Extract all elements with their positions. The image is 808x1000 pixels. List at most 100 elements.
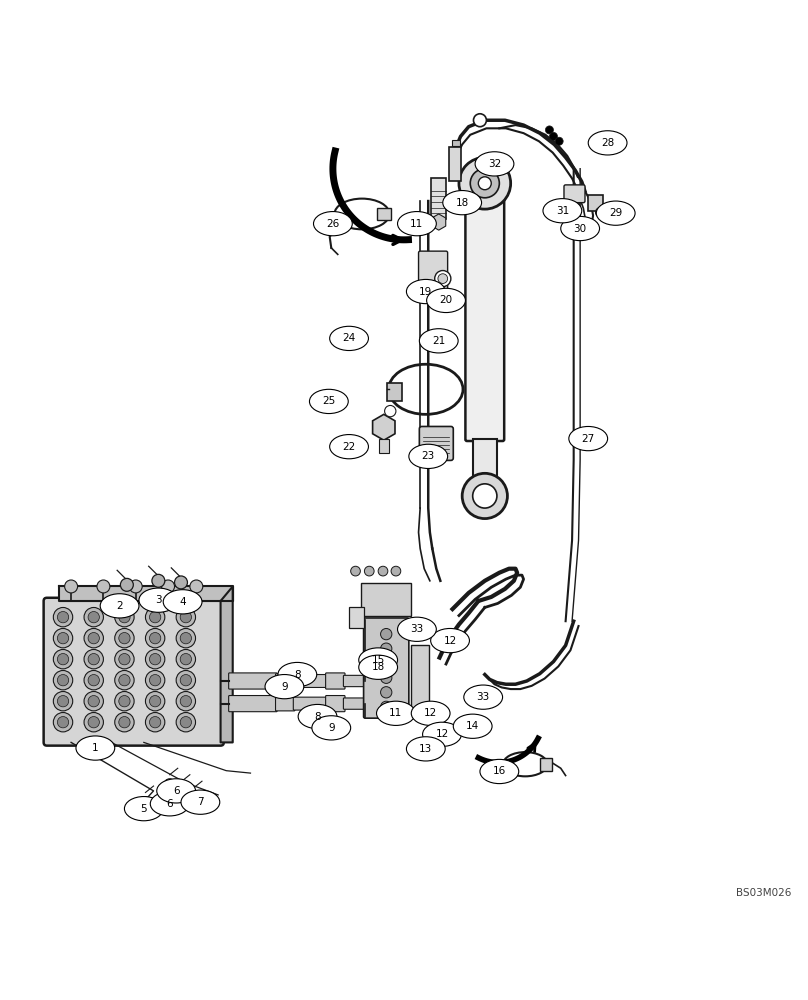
Circle shape [119,654,130,665]
Circle shape [53,607,73,627]
Bar [361,583,411,616]
Text: 11: 11 [389,708,402,718]
Circle shape [149,696,161,707]
Ellipse shape [427,288,465,313]
Circle shape [88,675,99,686]
Bar [349,607,364,628]
Text: 9: 9 [328,723,335,733]
Circle shape [462,473,507,519]
Circle shape [158,792,169,803]
Circle shape [176,691,196,711]
Text: 15: 15 [372,655,385,665]
Text: 12: 12 [424,708,437,718]
FancyBboxPatch shape [419,426,453,460]
FancyBboxPatch shape [465,191,504,441]
FancyBboxPatch shape [364,618,409,718]
FancyBboxPatch shape [564,185,585,203]
Text: 27: 27 [582,434,595,444]
Text: 9: 9 [281,682,288,692]
Circle shape [180,696,191,707]
Circle shape [176,670,196,690]
Text: 24: 24 [343,333,356,343]
Circle shape [438,274,448,283]
Circle shape [555,137,563,145]
Ellipse shape [359,655,398,679]
Ellipse shape [265,675,304,699]
Text: 31: 31 [556,206,569,216]
Text: 12: 12 [444,636,457,646]
Circle shape [145,670,165,690]
Text: 33: 33 [477,692,490,702]
Circle shape [381,672,392,683]
Ellipse shape [596,201,635,225]
Text: BS03M026: BS03M026 [736,888,792,898]
Ellipse shape [569,426,608,451]
Text: 7: 7 [197,797,204,807]
Circle shape [120,578,133,591]
Circle shape [57,612,69,623]
Ellipse shape [150,792,189,816]
Ellipse shape [163,590,202,614]
Circle shape [84,607,103,627]
Bar [540,758,552,771]
Circle shape [115,713,134,732]
FancyBboxPatch shape [276,696,295,711]
Ellipse shape [419,329,458,353]
Circle shape [53,691,73,711]
Text: 8: 8 [314,712,321,722]
Circle shape [57,633,69,644]
Text: 30: 30 [574,224,587,234]
Circle shape [164,779,175,790]
Circle shape [470,169,499,198]
FancyBboxPatch shape [326,696,345,712]
Circle shape [175,576,187,589]
Ellipse shape [330,326,368,351]
Circle shape [88,633,99,644]
Text: 12: 12 [436,729,448,739]
Circle shape [145,607,165,627]
Bar [452,140,460,146]
Circle shape [162,580,175,593]
Polygon shape [221,586,233,742]
Text: 6: 6 [173,786,179,796]
Ellipse shape [475,152,514,176]
Ellipse shape [443,191,482,215]
Ellipse shape [298,704,337,729]
Circle shape [145,628,165,648]
Circle shape [473,484,497,508]
Circle shape [119,696,130,707]
Circle shape [385,405,396,417]
Ellipse shape [359,648,398,672]
Circle shape [53,713,73,732]
Text: 25: 25 [322,396,335,406]
Circle shape [176,785,187,797]
Text: 33: 33 [410,624,423,634]
Text: 11: 11 [410,219,423,229]
Circle shape [84,649,103,669]
Circle shape [57,654,69,665]
FancyBboxPatch shape [343,675,366,687]
Circle shape [549,132,558,140]
Ellipse shape [398,212,436,236]
Circle shape [53,649,73,669]
FancyBboxPatch shape [343,698,366,709]
Ellipse shape [431,628,469,653]
Ellipse shape [561,216,600,241]
Circle shape [391,566,401,576]
Ellipse shape [181,790,220,814]
Circle shape [140,797,151,808]
Text: 22: 22 [343,442,356,452]
Circle shape [115,670,134,690]
Circle shape [84,670,103,690]
Circle shape [53,628,73,648]
Text: 2: 2 [116,601,123,611]
Ellipse shape [100,594,139,618]
Ellipse shape [588,131,627,155]
Circle shape [149,654,161,665]
Circle shape [381,643,392,654]
Text: 18: 18 [372,662,385,672]
Ellipse shape [76,736,115,760]
Circle shape [176,607,196,627]
Circle shape [180,675,191,686]
Circle shape [145,691,165,711]
